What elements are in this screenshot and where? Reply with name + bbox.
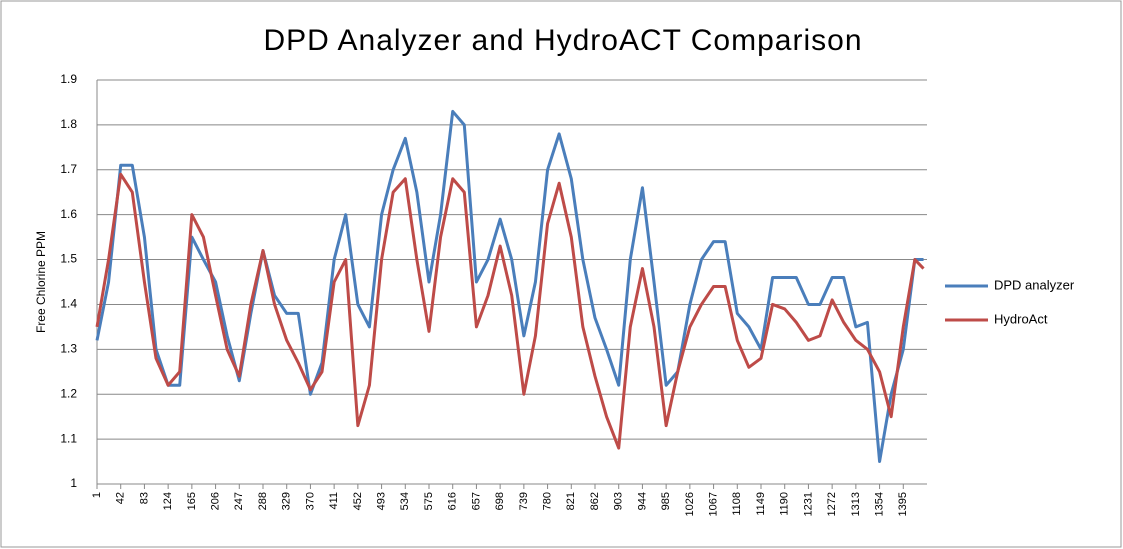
x-tick-label: 1149 xyxy=(755,492,767,516)
x-tick-label: 1354 xyxy=(873,492,885,516)
x-tick-label: 944 xyxy=(636,492,648,510)
legend-label: HydroAct xyxy=(994,311,1048,326)
y-tick-label: 1.3 xyxy=(60,342,77,356)
x-tick-label: 452 xyxy=(352,492,364,510)
x-tick-label: 1108 xyxy=(731,492,743,516)
x-tick-label: 985 xyxy=(660,492,672,510)
x-tick-label: 739 xyxy=(518,492,530,510)
x-tick-label: 534 xyxy=(399,492,411,510)
x-tick-label: 657 xyxy=(470,492,482,510)
y-tick-label: 1.6 xyxy=(60,207,77,221)
x-tick-label: 247 xyxy=(233,492,245,510)
legend-label: DPD analyzer xyxy=(994,277,1075,292)
x-tick-label: 1026 xyxy=(684,492,696,516)
x-tick-label: 575 xyxy=(423,492,435,510)
chart-title: DPD Analyzer and HydroACT Comparison xyxy=(263,24,862,57)
x-tick-label: 165 xyxy=(186,492,198,510)
x-tick-label: 124 xyxy=(162,492,174,510)
x-tick-label: 411 xyxy=(328,492,340,510)
x-tick-label: 288 xyxy=(257,492,269,510)
y-tick-label: 1.7 xyxy=(60,162,77,176)
x-tick-label: 1231 xyxy=(802,492,814,516)
x-tick-label: 1272 xyxy=(826,492,838,516)
x-tick-label: 329 xyxy=(281,492,293,510)
x-tick-label: 206 xyxy=(209,492,221,510)
y-tick-label: 1.1 xyxy=(60,431,77,445)
x-tick-label: 903 xyxy=(613,492,625,510)
y-tick-label: 1 xyxy=(70,476,77,490)
y-tick-label: 1.8 xyxy=(60,117,77,131)
y-tick-label: 1.5 xyxy=(60,252,77,266)
x-tick-label: 1 xyxy=(91,492,103,498)
y-axis-label: Free Chlorine PPM xyxy=(34,231,48,333)
x-tick-label: 616 xyxy=(447,492,459,510)
x-tick-label: 370 xyxy=(304,492,316,510)
x-tick-label: 1313 xyxy=(850,492,862,516)
series-line xyxy=(95,172,925,450)
x-tick-label: 1395 xyxy=(897,492,909,516)
x-tick-label: 862 xyxy=(589,492,601,510)
x-tick-label: 780 xyxy=(541,492,553,510)
x-tick-label: 1067 xyxy=(707,492,719,516)
y-tick-label: 1.9 xyxy=(60,72,77,86)
x-tick-label: 1190 xyxy=(779,492,791,516)
y-tick-label: 1.2 xyxy=(60,386,77,400)
x-tick-label: 493 xyxy=(375,492,387,510)
x-tick-label: 83 xyxy=(138,492,150,504)
x-tick-label: 698 xyxy=(494,492,506,510)
y-tick-label: 1.4 xyxy=(60,297,77,311)
x-tick-label: 42 xyxy=(115,492,127,504)
x-tick-label: 821 xyxy=(565,492,577,510)
